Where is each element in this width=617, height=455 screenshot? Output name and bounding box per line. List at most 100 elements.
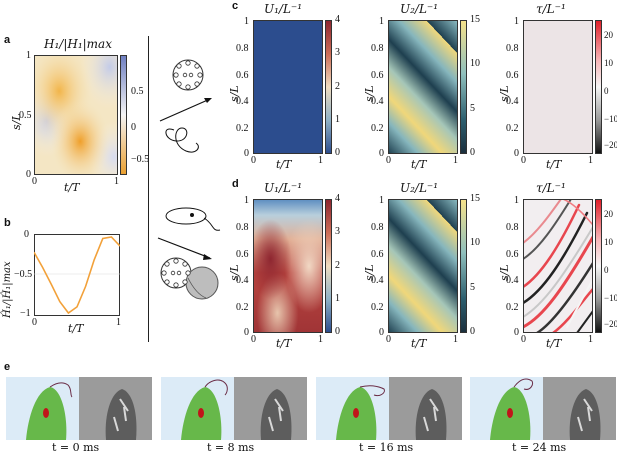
panel-label-c: c bbox=[232, 0, 239, 12]
ytick: 0.6 bbox=[236, 70, 249, 81]
ytick: 0 bbox=[244, 327, 249, 338]
ytick: 0.4 bbox=[236, 96, 249, 107]
ytick: 0 bbox=[514, 148, 519, 159]
ytick: 0.8 bbox=[236, 43, 249, 54]
cb-tick: 15 bbox=[470, 193, 480, 204]
ytick: 0.8 bbox=[371, 222, 384, 233]
frame-time-label: t = 24 ms bbox=[512, 441, 567, 454]
panel-d-title-u2: U₂/L⁻¹ bbox=[400, 181, 439, 195]
ytick: 1 bbox=[379, 16, 384, 27]
xtick: 0 bbox=[521, 334, 526, 345]
ytick: 0.2 bbox=[371, 302, 384, 313]
cb-tick: −20 bbox=[604, 140, 617, 150]
ytick: 0.6 bbox=[506, 249, 519, 260]
vertical-divider bbox=[148, 36, 149, 342]
panel-d-xlabel: t/T bbox=[546, 337, 562, 350]
panel-d-ylabel: s/L bbox=[363, 264, 376, 281]
ytick: 0.8 bbox=[506, 222, 519, 233]
panel-b-line-chart bbox=[34, 234, 120, 316]
panel-a-colorbar bbox=[120, 55, 127, 175]
xtick: 0 bbox=[386, 334, 391, 345]
panel-b-ytick: 0 bbox=[24, 229, 29, 240]
ytick: 1 bbox=[514, 16, 519, 27]
xtick: 1 bbox=[588, 155, 593, 166]
video-frame-3 bbox=[316, 377, 462, 440]
panel-a-heatmap bbox=[34, 55, 118, 175]
panel-a-ytick: 0 bbox=[26, 169, 31, 180]
panel-b-ytick: −0.5 bbox=[14, 269, 33, 280]
video-frame-1 bbox=[6, 377, 152, 440]
panel-b-series-line bbox=[34, 236, 120, 315]
panel-d-ylabel: s/L bbox=[228, 264, 241, 281]
ytick: 0.2 bbox=[506, 302, 519, 313]
frame-time-label: t = 0 ms bbox=[52, 441, 100, 454]
ytick: 0.6 bbox=[371, 70, 384, 81]
ytick: 1 bbox=[244, 16, 249, 27]
flagellum-curve-icon bbox=[165, 127, 199, 153]
cb-tick: 0 bbox=[470, 147, 475, 158]
ytick: 0.4 bbox=[506, 96, 519, 107]
panel-a-title: H₁/|H₁|max bbox=[44, 37, 112, 51]
panel-a-xtick: 1 bbox=[114, 176, 119, 187]
panel-c-xlabel: t/T bbox=[546, 158, 562, 171]
cb-tick: 0 bbox=[604, 86, 609, 96]
panel-c-heatmap-u2 bbox=[388, 20, 458, 154]
video-frame-2 bbox=[161, 377, 307, 440]
panel-b-xtick: 1 bbox=[116, 317, 121, 328]
panel-c-ylabel: s/L bbox=[363, 85, 376, 102]
ytick: 1 bbox=[379, 195, 384, 206]
panel-label-e: e bbox=[4, 361, 11, 373]
panel-d-title-tau: τ/L⁻¹ bbox=[536, 181, 566, 195]
ytick: 0.8 bbox=[371, 43, 384, 54]
ytick: 0.6 bbox=[236, 249, 249, 260]
panel-c-ylabel: s/L bbox=[498, 85, 511, 102]
ytick: 0.4 bbox=[506, 275, 519, 286]
panel-c-colorbar-u2 bbox=[460, 20, 467, 154]
panel-c-xlabel: t/T bbox=[411, 158, 427, 171]
cell-body-icon bbox=[165, 207, 207, 225]
cb-tick: 1 bbox=[335, 293, 340, 304]
panel-d-xlabel: t/T bbox=[411, 337, 427, 350]
cb-tick: 20 bbox=[604, 30, 613, 40]
panel-c-colorbar-u1 bbox=[325, 20, 332, 154]
panel-label-b: b bbox=[4, 217, 11, 229]
ytick: 0.2 bbox=[371, 123, 384, 134]
ytick: 0.8 bbox=[236, 222, 249, 233]
cb-tick: 4 bbox=[335, 193, 340, 204]
xtick: 0 bbox=[251, 334, 256, 345]
panel-a-xlabel: t/T bbox=[64, 181, 80, 194]
panel-d-xlabel: t/T bbox=[276, 337, 292, 350]
cb-tick: 10 bbox=[604, 237, 613, 247]
panel-d-colorbar-u1 bbox=[325, 199, 332, 333]
panel-d-colorbar-u2 bbox=[460, 199, 467, 333]
cb-tick: 20 bbox=[604, 209, 613, 219]
xtick: 1 bbox=[453, 155, 458, 166]
schematic-bottom-icons bbox=[157, 207, 221, 300]
xtick: 1 bbox=[453, 334, 458, 345]
cb-tick: 3 bbox=[335, 226, 340, 237]
ytick: 0 bbox=[244, 148, 249, 159]
ytick: 0.4 bbox=[371, 96, 384, 107]
panel-c-title-u2: U₂/L⁻¹ bbox=[400, 2, 439, 16]
panel-a-cbtick: −0.5 bbox=[131, 154, 150, 165]
cb-tick: 0 bbox=[335, 147, 340, 158]
panel-c-xlabel: t/T bbox=[276, 158, 292, 171]
panel-d-heatmap-u2 bbox=[388, 199, 458, 333]
cb-tick: 3 bbox=[335, 47, 340, 58]
panel-c-ylabel: s/L bbox=[228, 85, 241, 102]
xtick: 1 bbox=[588, 334, 593, 345]
panel-a-cbtick: 0.5 bbox=[131, 86, 144, 97]
cb-tick: 1 bbox=[335, 114, 340, 125]
schematic-top-icons bbox=[159, 59, 212, 153]
panel-a-cbtick: 0 bbox=[131, 122, 136, 133]
cb-tick: 2 bbox=[335, 81, 340, 92]
panel-d-ylabel: s/L bbox=[498, 264, 511, 281]
panel-b-ytick: −1 bbox=[20, 308, 31, 319]
cb-tick: 10 bbox=[470, 237, 480, 248]
panel-d-heatmap-tau bbox=[523, 199, 593, 333]
ytick: 0 bbox=[514, 327, 519, 338]
panel-d-title-u1: U₁/L⁻¹ bbox=[264, 181, 303, 195]
xtick: 1 bbox=[318, 155, 323, 166]
panel-c-title-tau: τ/L⁻¹ bbox=[536, 2, 566, 16]
panel-b-xtick: 0 bbox=[32, 317, 37, 328]
